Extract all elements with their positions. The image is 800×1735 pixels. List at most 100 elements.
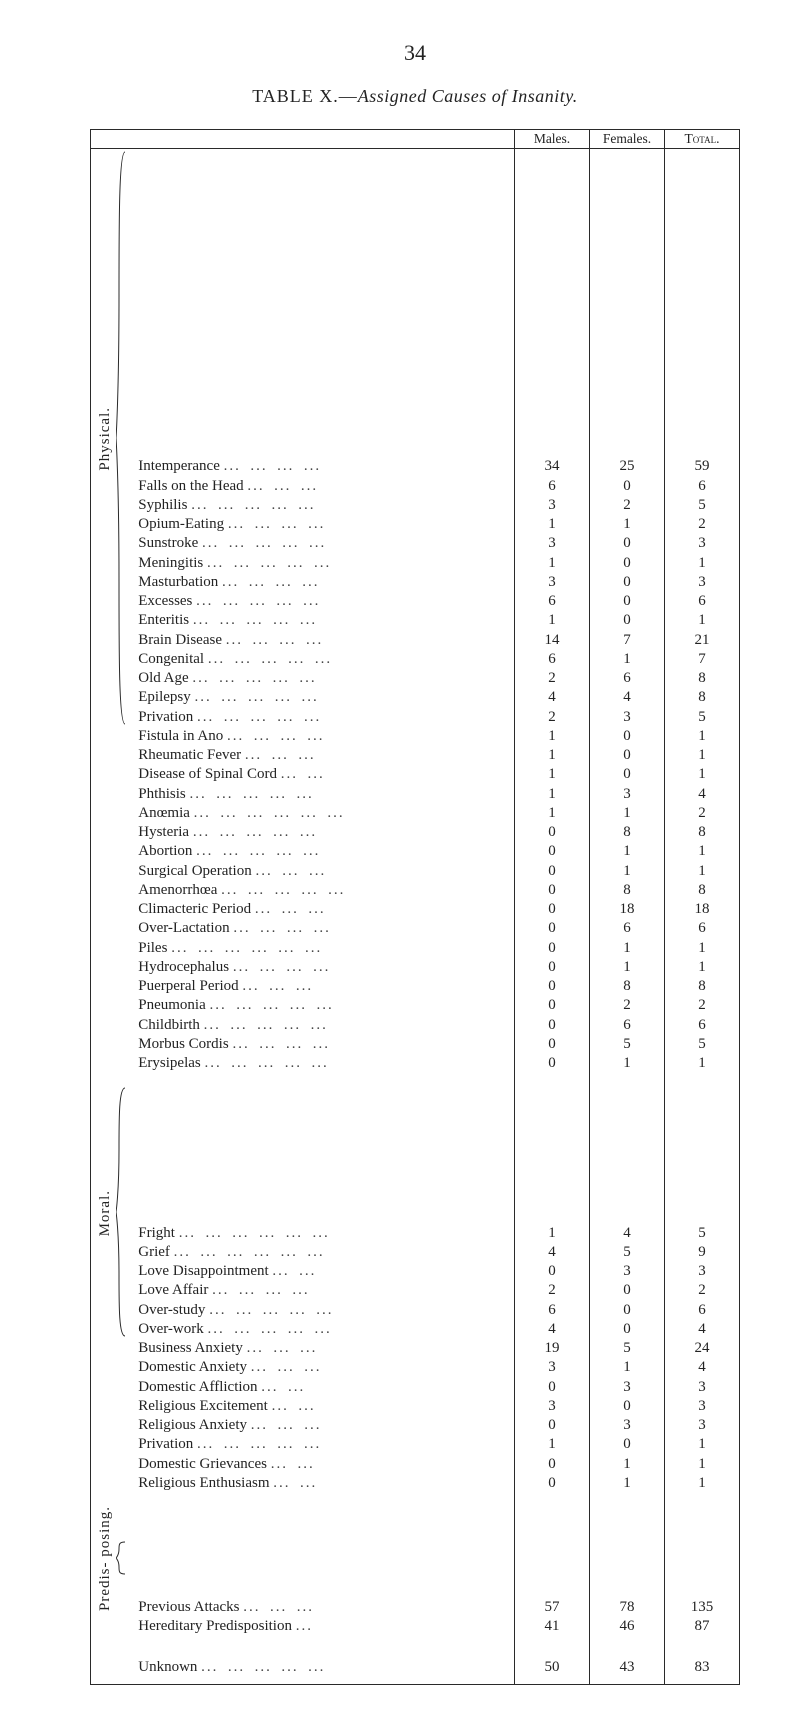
table-row: Childbirth ... ... ... ... ... 066 xyxy=(91,1016,739,1035)
leader-dots: ... ... ... ... xyxy=(212,1282,319,1298)
cause-name-text: Domestic Grievances xyxy=(138,1456,270,1472)
cause-name-text: Masturbation xyxy=(138,574,222,590)
cause-name-text: Meningitis xyxy=(138,555,207,571)
cell-males: 3 xyxy=(515,1358,590,1377)
cause-name-text: Privation xyxy=(138,1436,197,1452)
cause-name: Masturbation ... ... ... ... xyxy=(132,573,514,592)
cell-total: 3 xyxy=(665,1397,740,1416)
cause-name-text: Morbus Cordis xyxy=(138,1036,232,1052)
cause-name: Epilepsy ... ... ... ... ... xyxy=(132,688,514,707)
cell-males: 0 xyxy=(515,1378,590,1397)
table-row: Climacteric Period ... ... ... 01818 xyxy=(91,900,739,919)
cell-total: 5 xyxy=(665,708,740,727)
cause-name-text: Business Anxiety xyxy=(138,1340,246,1356)
table-row: Congenital ... ... ... ... ... 617 xyxy=(91,650,739,669)
cell-males: 1 xyxy=(515,804,590,823)
cell-males: 2 xyxy=(515,669,590,688)
cause-name-text: Syphilis xyxy=(138,497,191,513)
cell-total: 1 xyxy=(665,862,740,881)
cell-females: 0 xyxy=(590,1397,665,1416)
leader-dots: ... ... ... ... ... xyxy=(193,612,327,628)
cause-name: Congenital ... ... ... ... ... xyxy=(132,650,514,669)
cell-males: 1 xyxy=(515,746,590,765)
cell-females: 1 xyxy=(590,1054,665,1073)
cell-males: 41 xyxy=(515,1617,590,1636)
leader-dots: ... ... ... ... ... ... xyxy=(179,1225,340,1241)
table-row: Rheumatic Fever ... ... ... 101 xyxy=(91,746,739,765)
cell-females: 2 xyxy=(590,496,665,515)
cause-name: Religious Excitement ... ... xyxy=(132,1397,514,1416)
cause-name: Climacteric Period ... ... ... xyxy=(132,900,514,919)
cause-name-text: Childbirth xyxy=(138,1017,203,1033)
cell-total: 1 xyxy=(665,1435,740,1454)
leader-dots: ... ... ... ... xyxy=(226,632,333,648)
cell-females: 6 xyxy=(590,919,665,938)
cell-males: 1 xyxy=(515,611,590,630)
cause-name: Anœmia ... ... ... ... ... ... xyxy=(132,804,514,823)
cause-name-text: Erysipelas xyxy=(138,1055,204,1071)
cell-females: 25 xyxy=(590,148,665,477)
cause-name: Old Age ... ... ... ... ... xyxy=(132,669,514,688)
group-cell: Predis- posing. xyxy=(91,1505,132,1637)
leader-dots: ... ... ... ... ... xyxy=(196,593,330,609)
cell-total: 1 xyxy=(665,727,740,746)
cause-name-text: Fright xyxy=(138,1225,178,1241)
cell-males: 3 xyxy=(515,496,590,515)
cause-name-text: Rheumatic Fever xyxy=(138,747,245,763)
leader-dots: ... ... ... xyxy=(242,978,322,994)
group-label: Moral. xyxy=(97,1190,114,1236)
cell-males: 0 xyxy=(515,977,590,996)
table-row: Disease of Spinal Cord ... ... 101 xyxy=(91,765,739,784)
cell-total: 3 xyxy=(665,1416,740,1435)
cause-name-text: Love Affair xyxy=(138,1282,212,1298)
cell-females: 4 xyxy=(590,688,665,707)
cause-name-text: Congenital xyxy=(138,651,208,667)
table-row: Over-study ... ... ... ... ... 606 xyxy=(91,1301,739,1320)
cell-total: 3 xyxy=(665,534,740,553)
cause-name-text: Sunstroke xyxy=(138,535,202,551)
leader-dots: ... ... ... ... ... xyxy=(190,786,324,802)
cell-total: 1 xyxy=(665,958,740,977)
table-row: Domestic Anxiety ... ... ... 314 xyxy=(91,1358,739,1377)
cell-males: 0 xyxy=(515,1035,590,1054)
leader-dots: ... ... xyxy=(273,1475,327,1491)
leader-dots: ... ... ... ... ... xyxy=(191,497,325,513)
cell-total: 2 xyxy=(665,996,740,1015)
cell-males: 6 xyxy=(515,592,590,611)
cell-total: 2 xyxy=(665,804,740,823)
cell-females: 0 xyxy=(590,592,665,611)
table-row: Moral. Fright ... ... ... ... ... ... 14… xyxy=(91,1085,739,1242)
group-cell: Moral. xyxy=(91,1085,132,1493)
cell-total: 5 xyxy=(665,496,740,515)
leader-dots: ... ... ... xyxy=(251,1417,331,1433)
leader-dots: ... ... ... ... xyxy=(224,458,331,474)
leader-dots: ... ... ... ... ... xyxy=(201,1659,335,1675)
cause-name: Hydrocephalus ... ... ... ... xyxy=(132,958,514,977)
cause-name-text: Enteritis xyxy=(138,612,193,628)
cell-total: 1 xyxy=(665,939,740,958)
cell-females: 8 xyxy=(590,881,665,900)
cell-total: 18 xyxy=(665,900,740,919)
table-row: Grief ... ... ... ... ... ... 459 xyxy=(91,1243,739,1262)
table-row: Masturbation ... ... ... ... 303 xyxy=(91,573,739,592)
header-row: Males. Females. Total. xyxy=(91,130,739,148)
cause-name: Love Disappointment ... ... xyxy=(132,1262,514,1281)
cell-females: 0 xyxy=(590,477,665,496)
cell-females: 0 xyxy=(590,611,665,630)
header-females: Females. xyxy=(590,130,665,148)
table-row: Amenorrhœa ... ... ... ... ... 088 xyxy=(91,881,739,900)
table-row: Surgical Operation ... ... ... 011 xyxy=(91,862,739,881)
table-row: Physical. Intemperance ... ... ... ... 3… xyxy=(91,148,739,477)
table-row: Over-work ... ... ... ... ... 404 xyxy=(91,1320,739,1339)
table-row: Falls on the Head ... ... ... 606 xyxy=(91,477,739,496)
cell-males: 3 xyxy=(515,573,590,592)
cell-females: 43 xyxy=(590,1649,665,1684)
cell-total: 1 xyxy=(665,554,740,573)
cell-males: 4 xyxy=(515,1243,590,1262)
cell-total: 2 xyxy=(665,1281,740,1300)
cause-name-text: Over-Lactation xyxy=(138,920,233,936)
cell-males: 3 xyxy=(515,534,590,553)
cell-total: 5 xyxy=(665,1035,740,1054)
cell-total: 2 xyxy=(665,515,740,534)
cell-females: 8 xyxy=(590,977,665,996)
